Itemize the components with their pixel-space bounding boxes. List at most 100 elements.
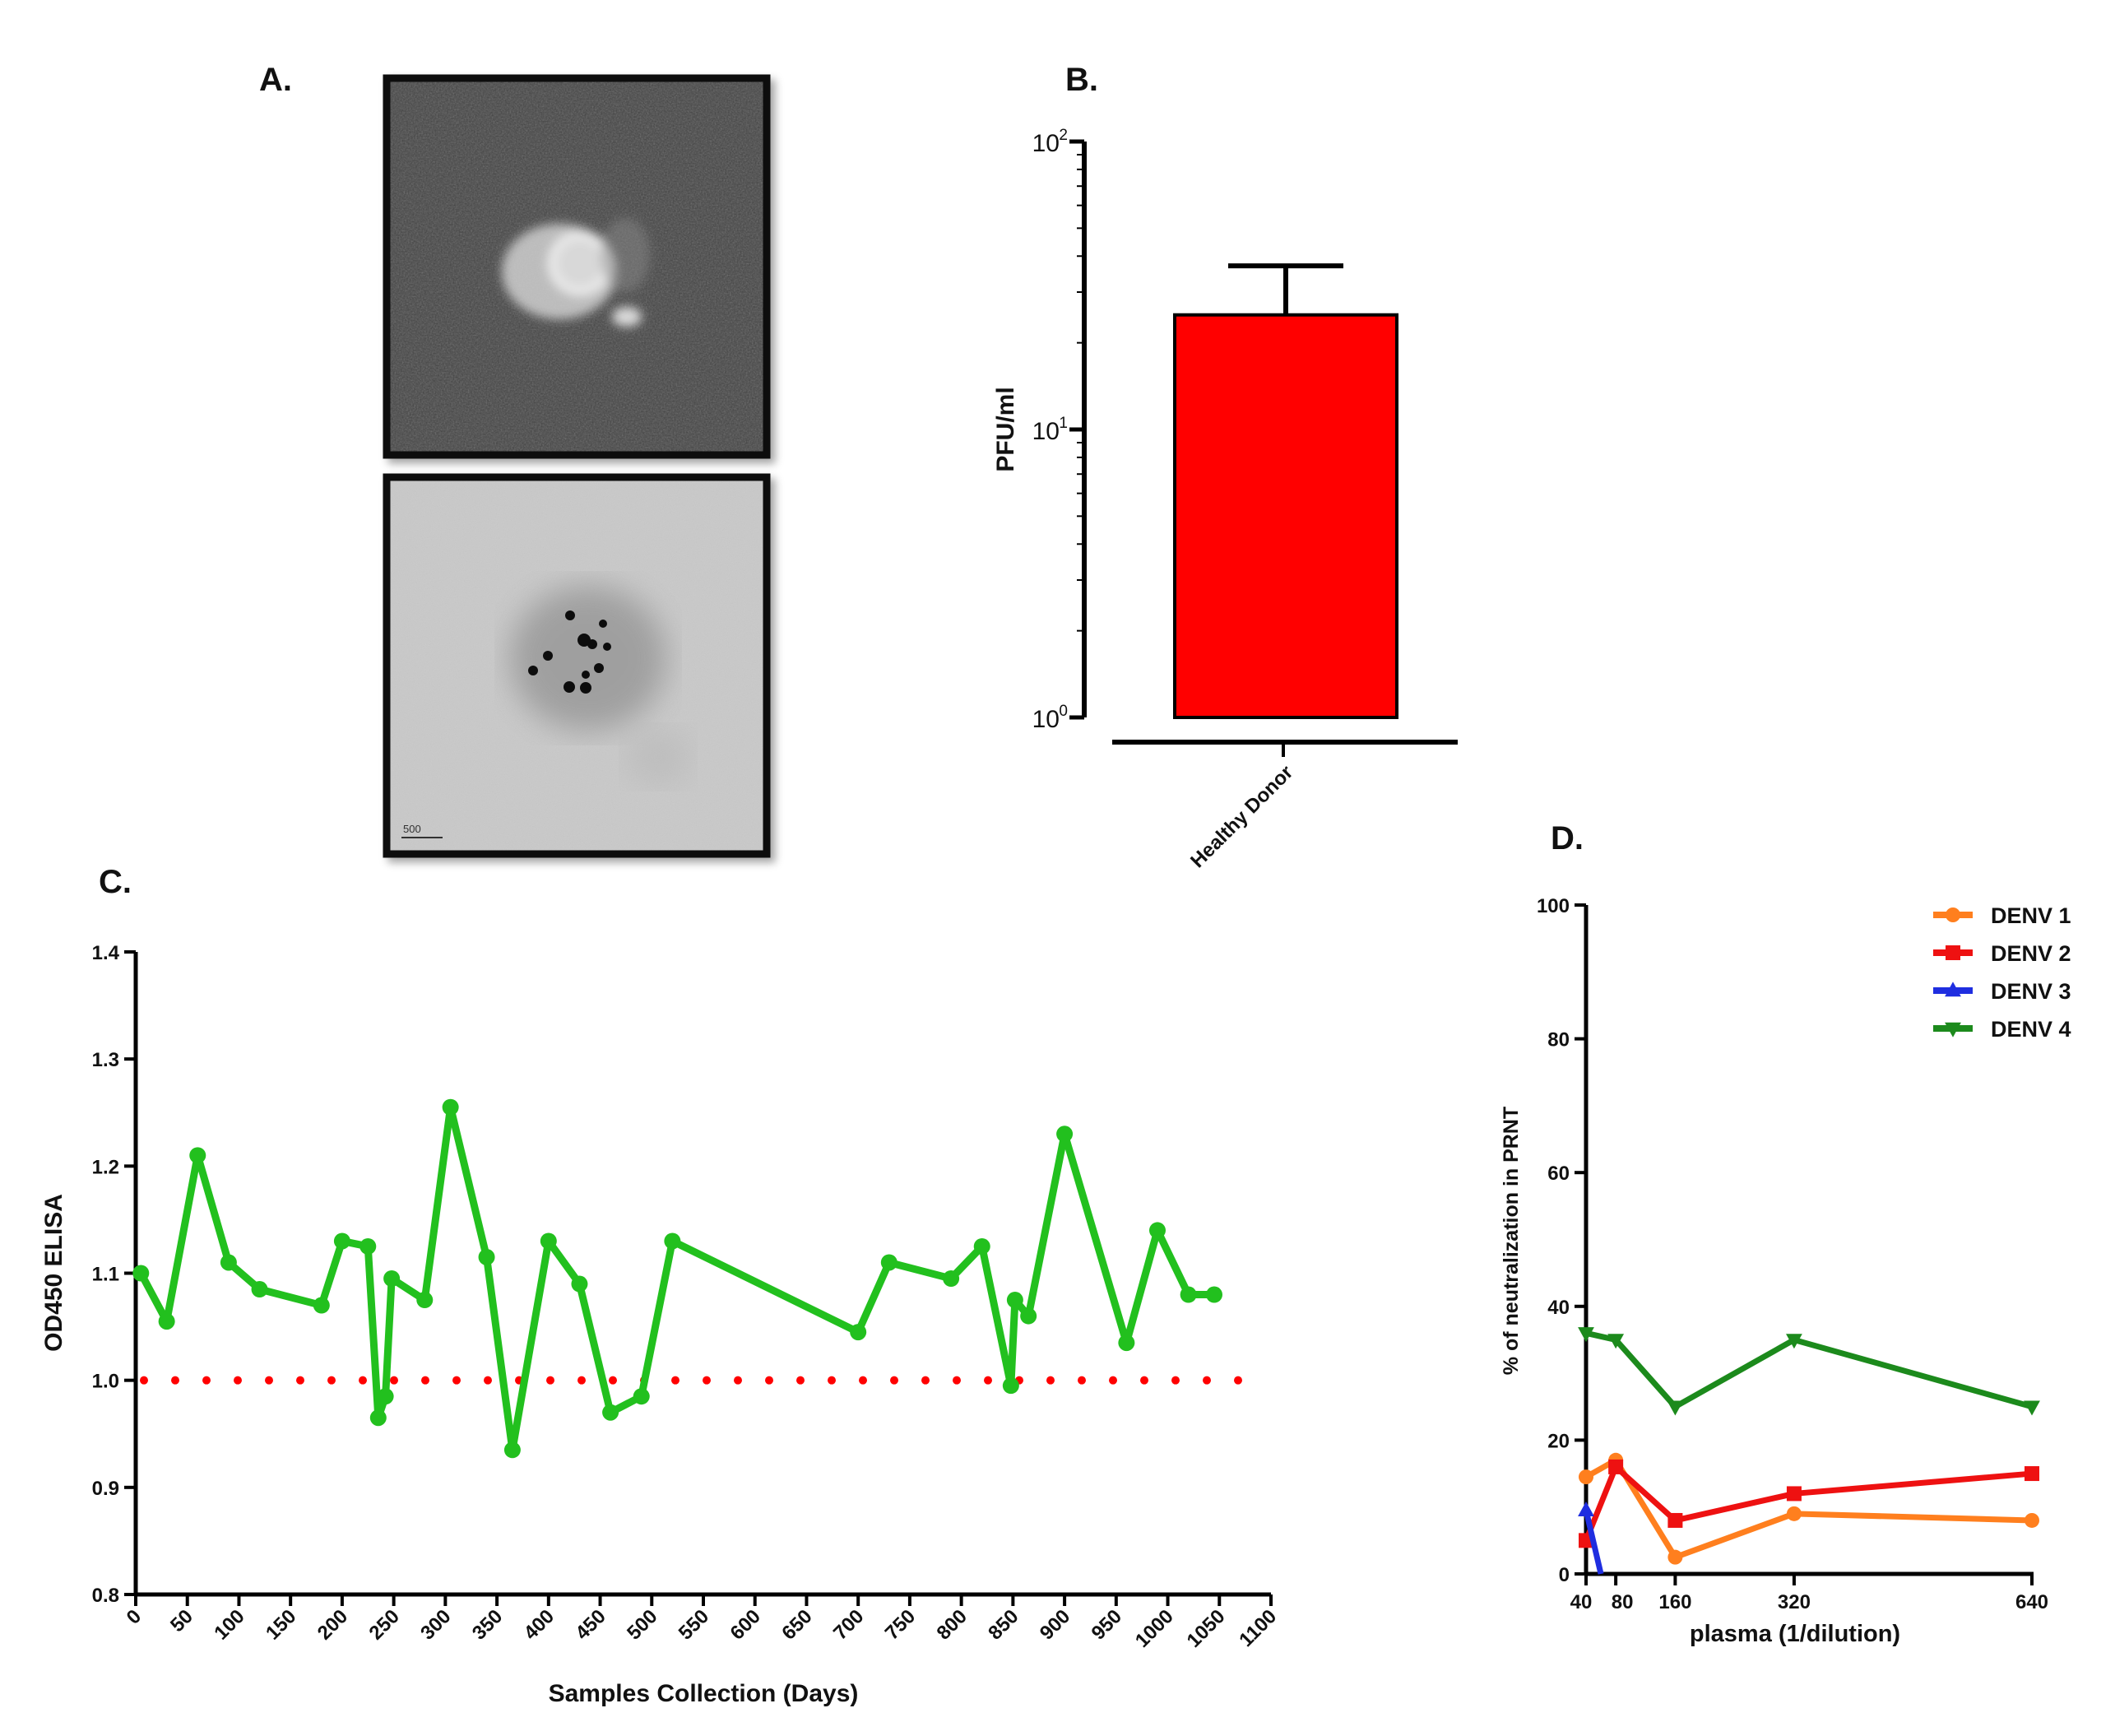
d-point-denv1 <box>2025 1512 2039 1528</box>
d-y-tick-label: 20 <box>1547 1430 1570 1452</box>
c-x-tick-label: 400 <box>520 1605 559 1644</box>
c-threshold-dot <box>1203 1376 1211 1385</box>
c-data-point <box>973 1237 990 1255</box>
c-series-line <box>137 1103 1214 1454</box>
c-x-tick-label: 600 <box>726 1605 765 1644</box>
c-threshold-dot <box>234 1376 242 1385</box>
c-data-point <box>1002 1377 1019 1395</box>
c-x-tick-label: 200 <box>313 1605 352 1644</box>
c-data-point <box>132 1265 150 1282</box>
c-data-point <box>943 1270 960 1288</box>
c-threshold-dot <box>202 1376 211 1385</box>
c-threshold-dot <box>734 1376 742 1385</box>
d-y-tick-label: 100 <box>1537 895 1570 917</box>
d-point-denv4 <box>1607 1334 1625 1349</box>
scale-bar-label: 500 <box>403 823 421 835</box>
c-threshold-dot <box>359 1376 367 1385</box>
c-threshold-dot <box>546 1376 554 1385</box>
d-x-tick-label: 160 <box>1658 1591 1691 1613</box>
chart-c: OD450 ELISA Samples Collection (Days) 0.… <box>40 942 1281 1707</box>
d-point-denv4 <box>1786 1334 1802 1349</box>
b-y-tick-exponent: 1 <box>1059 415 1068 432</box>
c-x-tick-label: 350 <box>468 1605 507 1644</box>
c-data-point <box>503 1441 521 1459</box>
c-threshold-dot <box>140 1376 148 1385</box>
chart-d: % of neutralization in PRNT plasma (1/di… <box>1500 895 2048 1647</box>
c-data-point <box>1180 1286 1197 1303</box>
c-data-point <box>1206 1286 1222 1303</box>
d-x-tick-label: 40 <box>1570 1591 1593 1613</box>
c-threshold-dot <box>327 1376 336 1385</box>
c-threshold-dot <box>921 1376 930 1385</box>
c-data-point <box>251 1281 268 1298</box>
c-threshold-dot <box>296 1376 304 1385</box>
legend-marker-denv1 <box>1946 907 1960 922</box>
c-threshold-dot <box>1234 1376 1242 1385</box>
c-x-tick-label: 50 <box>166 1605 197 1636</box>
c-y-axis-title: OD450 ELISA <box>40 1194 67 1352</box>
c-data-point <box>633 1388 650 1405</box>
d-point-denv4 <box>2024 1400 2040 1416</box>
gold-particles <box>528 610 611 694</box>
c-x-tick-label: 300 <box>416 1605 455 1644</box>
c-threshold-dot <box>765 1376 773 1385</box>
panel-label-a: A. <box>259 62 292 98</box>
c-y-tick-label: 1.2 <box>92 1156 119 1178</box>
d-y-tick-label: 40 <box>1547 1297 1570 1319</box>
d-y-tick-label: 80 <box>1547 1029 1570 1051</box>
c-threshold-dot <box>890 1376 898 1385</box>
legend-label-denv2: DENV 2 <box>1991 941 2071 966</box>
d-line-denv2 <box>1583 1464 2033 1542</box>
vesicle-particle <box>502 218 650 327</box>
d-x-tick-label: 320 <box>1778 1591 1811 1613</box>
c-data-point <box>158 1313 175 1330</box>
c-x-tick-label: 550 <box>675 1605 713 1644</box>
c-data-point <box>1118 1334 1135 1352</box>
b-y-tick-label: 10 <box>1032 130 1060 157</box>
micrograph-top <box>383 74 771 459</box>
d-point-denv2 <box>1786 1486 1802 1502</box>
c-data-point <box>880 1254 897 1271</box>
c-data-point <box>313 1297 330 1314</box>
c-data-point <box>664 1232 681 1250</box>
c-data-point <box>850 1324 867 1341</box>
c-threshold-dot <box>1078 1376 1086 1385</box>
d-point-denv2 <box>1608 1459 1624 1474</box>
c-data-point <box>383 1270 401 1288</box>
c-y-tick-label: 1.1 <box>92 1264 119 1286</box>
c-y-tick-label: 1.3 <box>92 1049 119 1071</box>
d-point-denv4 <box>1578 1327 1594 1343</box>
c-x-tick-label: 900 <box>1036 1605 1074 1644</box>
c-data-point <box>189 1147 206 1164</box>
c-y-tick-label: 1.4 <box>92 942 120 964</box>
d-point-denv4 <box>1667 1400 1684 1416</box>
b-category-label: Healthy Donor <box>1186 761 1297 872</box>
c-x-tick-label: 800 <box>932 1605 971 1644</box>
c-x-tick-label: 150 <box>262 1605 300 1644</box>
micrograph-bottom: 500 <box>383 473 771 858</box>
c-data-point <box>1020 1307 1037 1325</box>
c-x-tick-label: 250 <box>364 1605 403 1644</box>
c-y-tick-label: 0.8 <box>92 1585 119 1607</box>
c-x-tick-label: 850 <box>984 1605 1023 1644</box>
c-threshold-dot <box>421 1376 429 1385</box>
legend-label-denv1: DENV 1 <box>1991 903 2071 928</box>
b-y-tick-exponent: 2 <box>1059 127 1068 144</box>
c-threshold-dot <box>671 1376 679 1385</box>
c-data-point <box>1006 1292 1023 1309</box>
c-x-tick-label: 450 <box>571 1605 610 1644</box>
c-x-tick-label: 750 <box>881 1605 920 1644</box>
c-y-tick-label: 0.9 <box>92 1478 119 1500</box>
c-threshold-dot <box>828 1376 836 1385</box>
b-y-tick-label: 10 <box>1032 706 1060 733</box>
c-threshold-dot <box>484 1376 492 1385</box>
c-threshold-dot <box>265 1376 273 1385</box>
legend-marker-denv2 <box>1946 945 1960 960</box>
d-point-denv2 <box>2025 1466 2039 1482</box>
c-data-point <box>369 1409 387 1427</box>
c-threshold-dot <box>1109 1376 1117 1385</box>
c-x-tick-label: 1050 <box>1183 1605 1230 1652</box>
d-y-tick-label: 60 <box>1547 1163 1570 1185</box>
c-threshold-dot <box>171 1376 179 1385</box>
c-x-tick-label: 700 <box>829 1605 868 1644</box>
